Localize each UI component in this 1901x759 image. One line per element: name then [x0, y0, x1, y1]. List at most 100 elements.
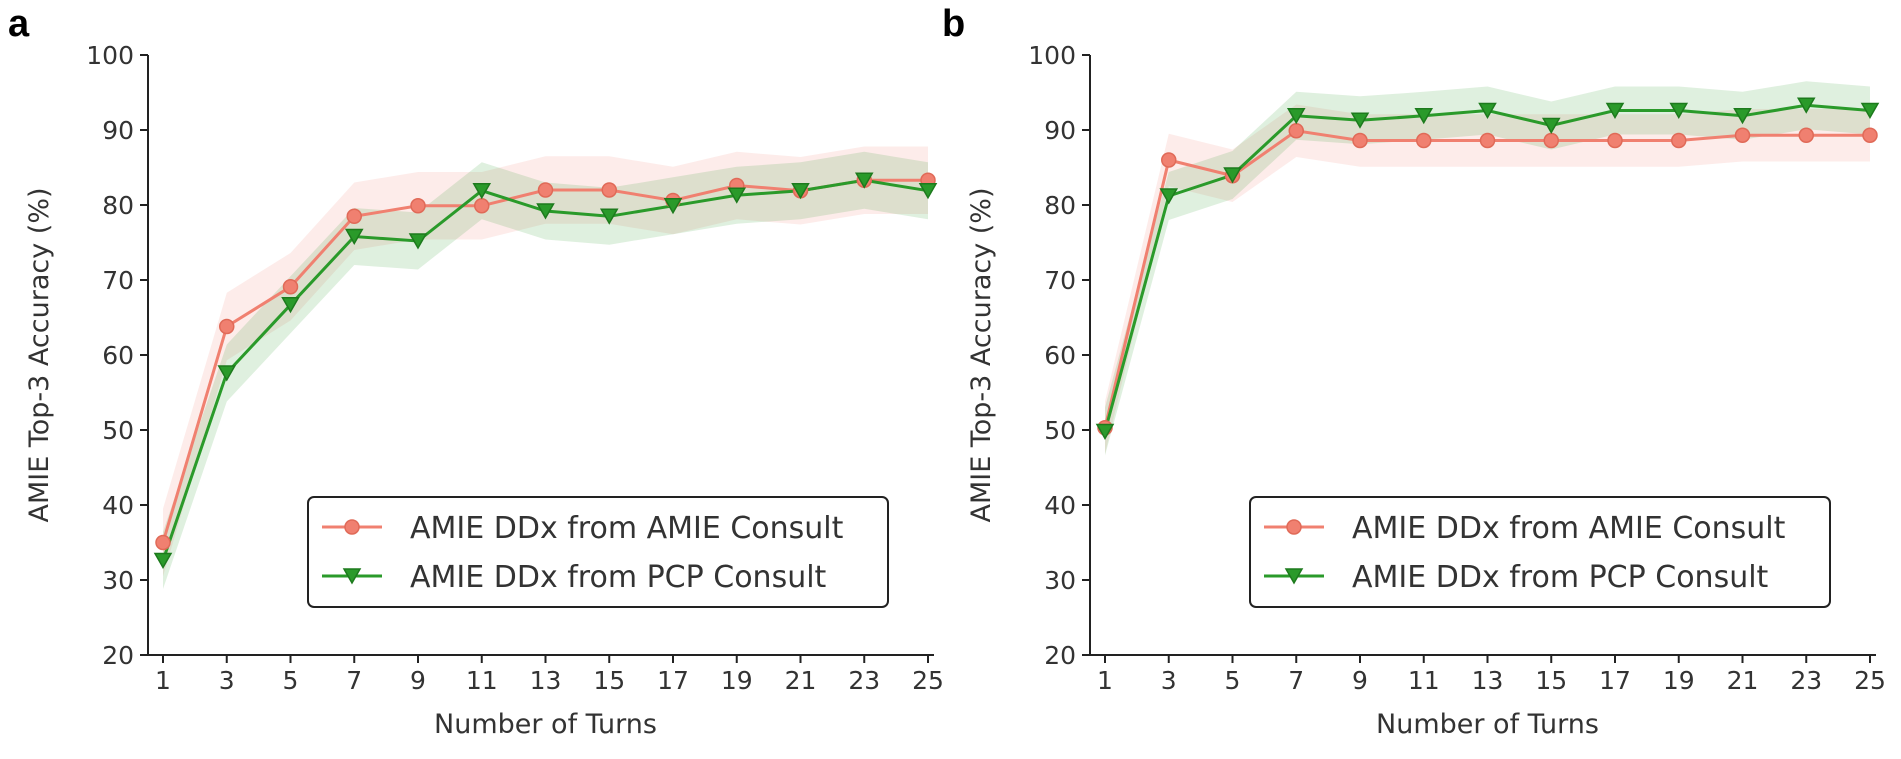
panel-b-x-axis-label: Number of Turns	[1376, 709, 1599, 740]
x-tick-label: 7	[1288, 666, 1304, 695]
data-point-series-0	[601, 182, 617, 198]
data-point-series-1	[1860, 102, 1880, 120]
x-tick-label: 1	[155, 666, 171, 695]
x-tick-label: 21	[785, 666, 817, 695]
data-point-series-1	[1478, 102, 1497, 120]
panel-b-legend-label-pcp: AMIE DDx from PCP Consult	[1352, 560, 1769, 595]
panel-a-confidence-bands	[163, 146, 928, 590]
x-tick-label: 5	[1225, 666, 1241, 695]
y-tick-label: 90	[102, 116, 134, 145]
data-point-series-1	[1414, 108, 1434, 125]
y-tick-label: 100	[86, 41, 134, 70]
data-point-series-0	[1479, 132, 1496, 149]
data-point-series-1	[1605, 102, 1625, 120]
data-point-series-1	[153, 552, 173, 570]
panel-a-letter: a	[8, 3, 30, 45]
panel-a-legend-marker-amie	[344, 519, 360, 535]
panel-b-letter: b	[942, 3, 965, 45]
panel-a-y-ticks: 20 30 40 50 60 70 80 90 100	[86, 41, 148, 670]
panel-b-y-axis-label: AMIE Top-3 Accuracy (%)	[966, 187, 997, 522]
data-point-series-1	[472, 183, 492, 200]
data-point-series-1	[1350, 112, 1370, 129]
y-tick-label: 80	[1044, 191, 1076, 220]
y-tick-label: 40	[1044, 491, 1076, 520]
y-tick-label: 80	[102, 191, 134, 220]
data-point-series-0	[474, 198, 490, 214]
data-point-series-0	[1543, 132, 1559, 149]
data-point-series-1	[217, 365, 237, 382]
data-point-series-1	[727, 187, 747, 204]
x-tick-label: 7	[346, 666, 362, 695]
series-band-0	[1105, 104, 1870, 454]
panel-b-legend-marker-pcp	[1284, 568, 1304, 585]
x-tick-label: 9	[410, 666, 426, 695]
data-point-series-1	[1159, 188, 1179, 205]
y-tick-label: 70	[102, 266, 134, 295]
data-point-series-0	[537, 182, 554, 198]
x-tick-label: 15	[1535, 666, 1567, 695]
data-point-series-1	[344, 228, 364, 246]
x-tick-label: 11	[466, 666, 498, 695]
y-tick-label: 40	[102, 491, 134, 520]
x-tick-label: 1	[1097, 666, 1113, 695]
data-point-series-0	[282, 279, 299, 295]
panel-b-x-ticks: 1 3 5 7 9 11 13 15 17 19 21 23 25	[1097, 655, 1886, 695]
data-point-series-1	[663, 198, 683, 215]
data-point-series-1	[408, 233, 428, 250]
x-tick-label: 13	[530, 666, 562, 695]
data-point-series-0	[1734, 127, 1751, 143]
y-tick-label: 100	[1028, 41, 1076, 70]
panel-b-legend: AMIE DDx from AMIE Consult AMIE DDx from…	[1249, 496, 1831, 608]
panel-a-markers	[153, 172, 938, 570]
data-point-series-1	[281, 297, 300, 314]
panel-a-x-axis-label: Number of Turns	[434, 709, 657, 740]
y-tick-label: 50	[1044, 416, 1076, 445]
data-point-series-0	[1798, 127, 1814, 143]
panel-b-y-ticks: 20 30 40 50 60 70 80 90 100	[1028, 41, 1090, 670]
series-band-0	[163, 146, 928, 577]
panel-a-legend-label-amie: AMIE DDx from AMIE Consult	[410, 511, 844, 546]
x-tick-label: 23	[848, 666, 880, 695]
y-tick-label: 50	[102, 416, 134, 445]
panel-b-confidence-bands	[1105, 81, 1870, 456]
data-point-series-0	[1862, 127, 1878, 143]
panel-a-legend-label-pcp: AMIE DDx from PCP Consult	[410, 560, 827, 595]
data-point-series-0	[410, 198, 426, 214]
y-tick-label: 70	[1044, 266, 1076, 295]
y-tick-label: 60	[102, 341, 134, 370]
panel-a-legend: AMIE DDx from AMIE Consult AMIE DDx from…	[307, 496, 889, 608]
data-point-series-0	[1161, 152, 1177, 168]
panel-b-legend-marker-amie	[1286, 519, 1302, 535]
data-point-series-0	[1607, 132, 1623, 149]
data-point-series-1	[791, 183, 810, 200]
data-point-series-1	[1095, 423, 1115, 441]
x-tick-label: 17	[1599, 666, 1631, 695]
data-point-series-0	[346, 208, 362, 224]
x-tick-label: 3	[219, 666, 235, 695]
panel-a-legend-marker-pcp	[342, 568, 362, 585]
panel-b-markers	[1095, 97, 1880, 441]
y-tick-label: 90	[1044, 116, 1076, 145]
data-point-series-0	[1288, 123, 1304, 139]
y-tick-label: 30	[102, 566, 134, 595]
data-point-series-1	[1733, 108, 1752, 125]
x-tick-label: 13	[1472, 666, 1504, 695]
data-point-series-1	[854, 172, 874, 189]
y-tick-label: 20	[1044, 641, 1076, 670]
series-band-1	[163, 151, 928, 590]
x-tick-label: 19	[1663, 666, 1695, 695]
data-point-series-0	[1671, 132, 1687, 149]
x-tick-label: 23	[1790, 666, 1822, 695]
x-tick-label: 11	[1408, 666, 1440, 695]
x-tick-label: 3	[1161, 666, 1177, 695]
x-tick-label: 9	[1352, 666, 1368, 695]
panel-a-x-ticks: 1 3 5 7 9 11 13 15 17 19 21 23 25	[155, 655, 944, 695]
panel-a-legend-box	[307, 496, 889, 608]
x-tick-label: 21	[1727, 666, 1759, 695]
y-tick-label: 20	[102, 641, 134, 670]
x-tick-label: 15	[593, 666, 625, 695]
data-point-series-1	[536, 203, 555, 220]
data-point-series-1	[1796, 97, 1816, 114]
